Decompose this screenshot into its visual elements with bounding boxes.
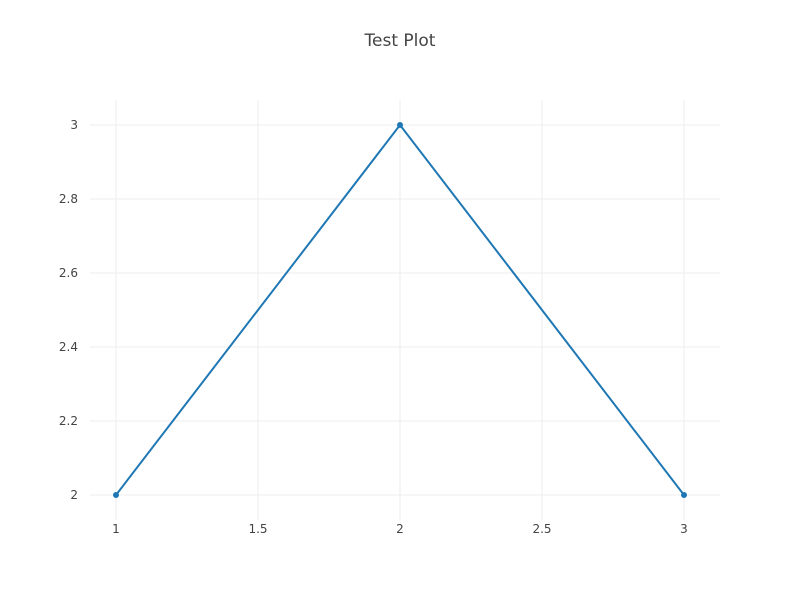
data-point bbox=[113, 492, 119, 498]
x-tick-label: 2.5 bbox=[532, 522, 551, 536]
data-point bbox=[397, 122, 403, 128]
x-tick-label: 1.5 bbox=[248, 522, 267, 536]
x-tick-label: 1 bbox=[112, 522, 120, 536]
series-layer bbox=[113, 122, 687, 498]
y-tick-label: 2.8 bbox=[59, 192, 78, 206]
tick-layer: 1 1.5 2 2.5 3 2 2.2 2.4 2.6 2.8 3 bbox=[59, 118, 688, 536]
data-point bbox=[681, 492, 687, 498]
y-tick-label: 2 bbox=[70, 488, 78, 502]
y-tick-label: 2.4 bbox=[59, 340, 78, 354]
x-tick-label: 3 bbox=[680, 522, 688, 536]
chart-title: Test Plot bbox=[364, 31, 436, 51]
x-tick-label: 2 bbox=[396, 522, 404, 536]
y-tick-label: 2.6 bbox=[59, 266, 78, 280]
y-tick-label: 3 bbox=[70, 118, 78, 132]
y-tick-label: 2.2 bbox=[59, 414, 78, 428]
grid-layer bbox=[90, 100, 720, 520]
